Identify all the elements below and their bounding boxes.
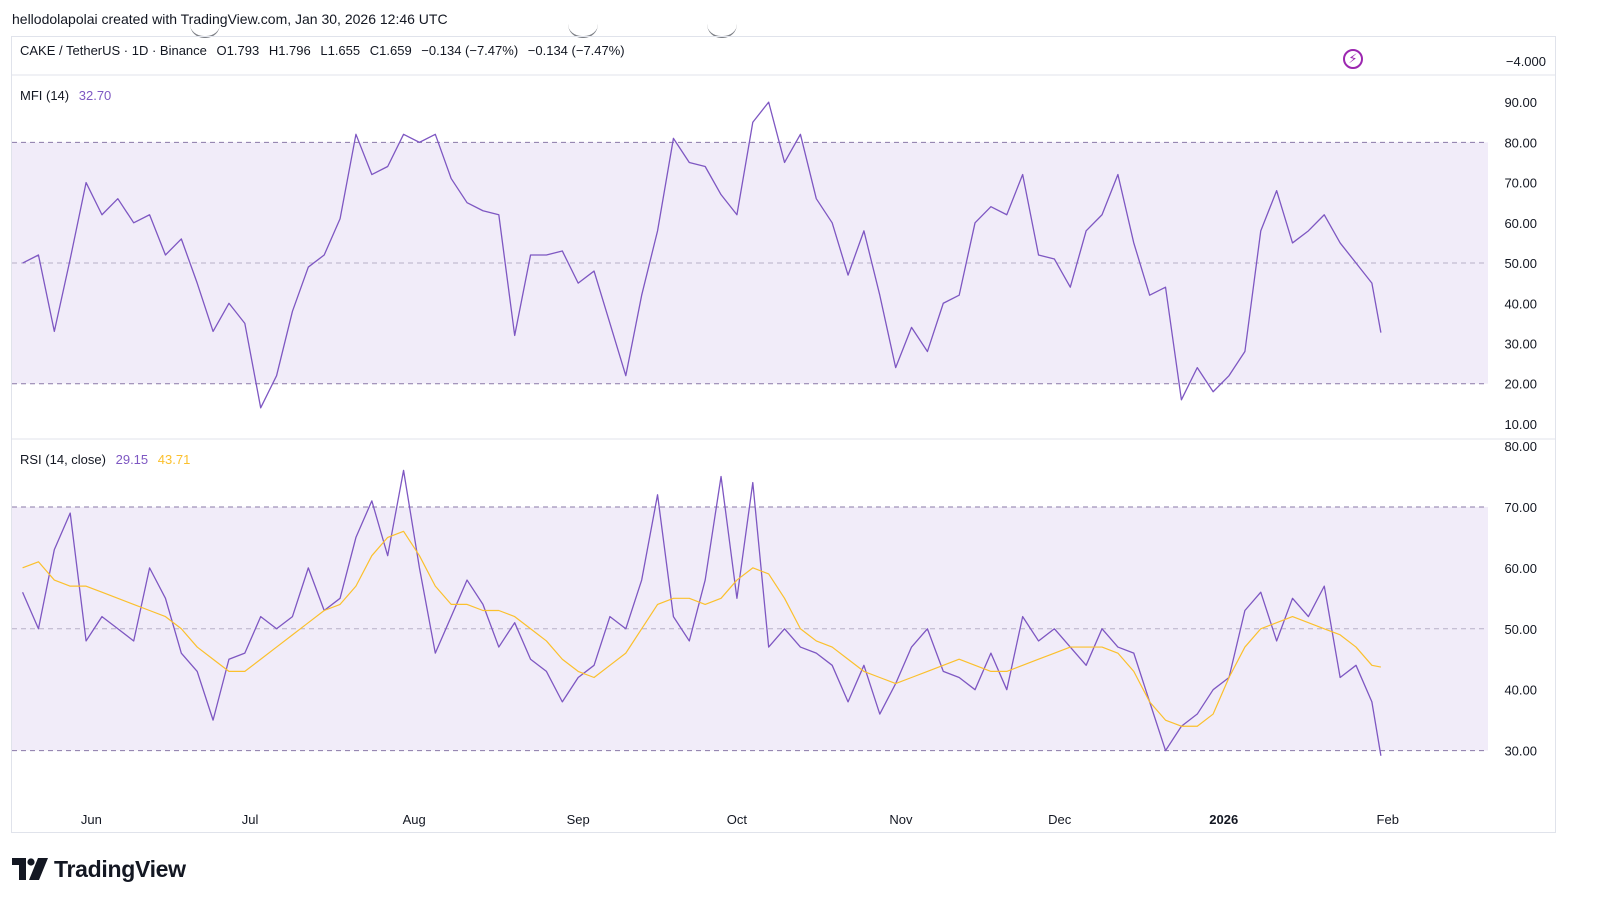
high-value: H1.796 (268, 43, 311, 58)
toolbar-circle-icon (568, 24, 598, 38)
mfi-y-tick-label: 40.00 (1504, 296, 1537, 311)
rsi-ma-value: 43.71 (157, 452, 191, 467)
mfi-y-tick-label: 10.00 (1504, 417, 1537, 432)
toolbar-circle-icon (190, 24, 220, 38)
x-axis-label: Dec (1048, 812, 1072, 827)
price-legend: CAKE / TetherUS · 1D · Binance O1.793 H1… (20, 43, 631, 58)
tradingview-logo[interactable]: TradingView (12, 855, 186, 883)
mfi-y-tick-label: 60.00 (1504, 216, 1537, 231)
open-value: O1.793 (216, 43, 260, 58)
rsi-y-tick-label: 70.00 (1504, 500, 1537, 515)
x-axis-label: Aug (403, 812, 426, 827)
x-axis-label: Feb (1377, 812, 1399, 827)
mfi-y-tick-label: 90.00 (1504, 95, 1537, 110)
rsi-legend: RSI (14, close) 29.15 43.71 (20, 452, 196, 467)
tradingview-wordmark: TradingView (54, 855, 186, 882)
tradingview-logo-icon (12, 858, 48, 880)
mfi-y-tick-label: 50.00 (1504, 256, 1537, 271)
low-value: L1.655 (320, 43, 361, 58)
rsi-y-tick-label: 80.00 (1504, 439, 1537, 454)
mfi-legend: MFI (14) 32.70 (20, 88, 117, 103)
mfi-series-line (22, 101, 1382, 409)
x-axis-label: Sep (567, 812, 590, 827)
change-value: −0.134 (−7.47%) (421, 43, 519, 58)
mfi-y-tick-label: 30.00 (1504, 336, 1537, 351)
mfi-y-tick-label: 70.00 (1504, 176, 1537, 191)
rsi-y-tick-label: 60.00 (1504, 561, 1537, 576)
rsi-value: 29.15 (115, 452, 149, 467)
mfi-y-tick-label: 20.00 (1504, 377, 1537, 392)
x-axis-label: 2026 (1209, 812, 1238, 827)
creator-caption: hellodolapolai created with TradingView.… (12, 11, 448, 27)
x-axis-label: Jul (242, 812, 259, 827)
rsi-ma-line (22, 530, 1382, 727)
x-axis-label: Jun (81, 812, 102, 827)
toolbar-circle-icon (707, 24, 737, 38)
rsi-y-tick-label: 40.00 (1504, 683, 1537, 698)
change-value-2: −0.134 (−7.47%) (527, 43, 625, 58)
x-axis-label: Nov (889, 812, 913, 827)
rsi-series-line (21, 469, 1382, 756)
rsi-y-tick-label: 30.00 (1504, 744, 1537, 759)
mfi-label[interactable]: MFI (14) (20, 88, 70, 103)
chart-frame (11, 36, 1556, 833)
close-value: C1.659 (369, 43, 412, 58)
lightning-icon[interactable]: ⚡ (1343, 49, 1363, 69)
price-axis-value: −4.000 (1505, 54, 1546, 69)
x-axis-label: Oct (727, 812, 748, 827)
mfi-y-tick-label: 80.00 (1504, 135, 1537, 150)
rsi-y-tick-label: 50.00 (1504, 622, 1537, 637)
rsi-label[interactable]: RSI (14, close) (20, 452, 106, 467)
mfi-value: 32.70 (78, 88, 112, 103)
symbol-label[interactable]: CAKE / TetherUS · 1D · Binance (20, 43, 207, 58)
